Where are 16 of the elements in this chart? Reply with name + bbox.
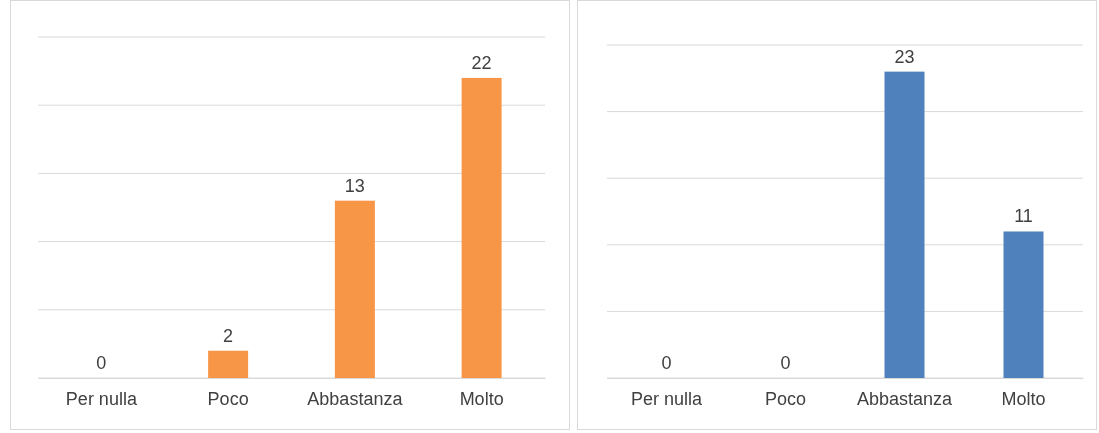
data-label: 13: [344, 175, 365, 196]
x-tick-label: Per nulla: [65, 388, 138, 409]
data-label: 2: [223, 325, 234, 346]
data-label: 0: [780, 353, 791, 373]
data-label: 0: [96, 353, 107, 373]
x-tick-label: Poco: [207, 388, 249, 409]
data-label: 11: [1014, 206, 1033, 227]
data-label: 22: [471, 52, 492, 73]
x-tick-label: Molto: [459, 388, 504, 409]
x-tick-label: Abbastanza: [856, 388, 954, 409]
x-tick-label: Poco: [764, 388, 807, 409]
x-tick-label: Molto: [1001, 388, 1046, 409]
x-tick-label: Abbastanza: [307, 388, 404, 409]
x-tick-label: Per nulla: [630, 388, 704, 409]
data-label: 23: [894, 46, 915, 67]
data-label: 0: [661, 353, 672, 373]
